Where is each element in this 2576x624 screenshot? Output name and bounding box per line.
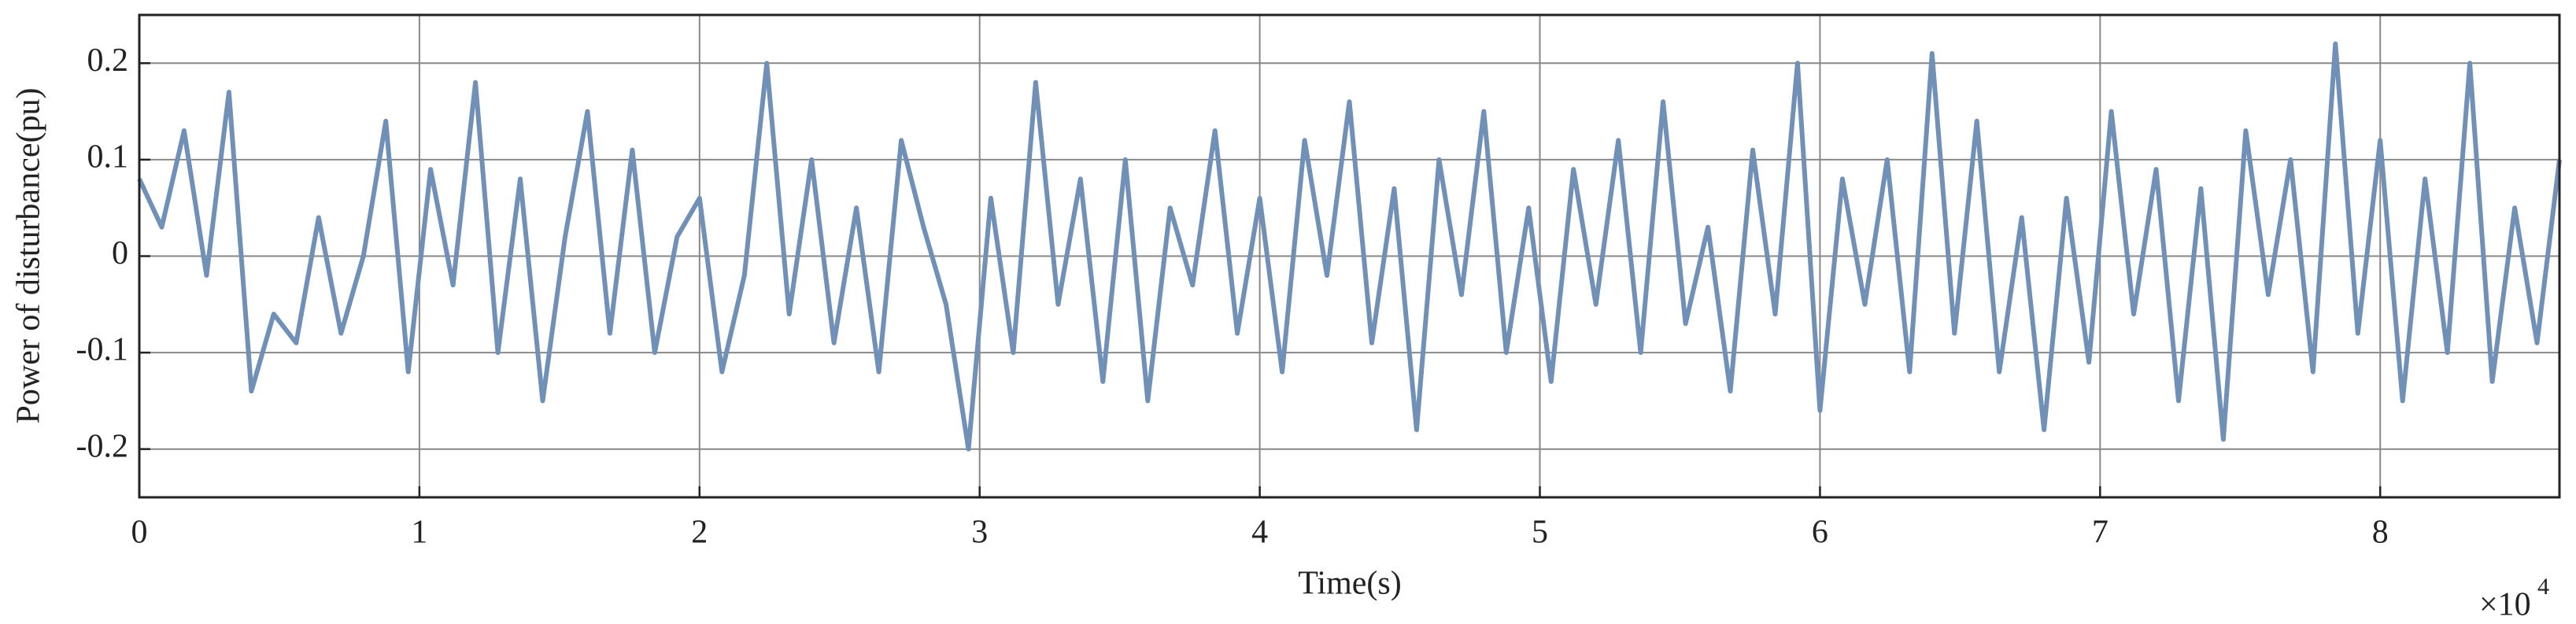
x-tick-label: 8	[2372, 515, 2389, 551]
y-tick-label: 0	[112, 235, 128, 271]
x-tick-label: 3	[971, 515, 988, 551]
y-tick-label: -0.2	[76, 428, 129, 464]
x-tick-label: 1	[411, 515, 427, 551]
x-exponent: 4	[2537, 574, 2549, 600]
y-tick-label: -0.1	[76, 332, 129, 368]
y-axis-label: Power of disturbance(pu)	[11, 88, 47, 424]
y-tick-label: 0.2	[87, 42, 129, 79]
x-tick-label: 6	[1812, 515, 1828, 551]
x-tick-label: 5	[1532, 515, 1548, 551]
x-tick-label: 7	[2092, 515, 2108, 551]
x-axis-label: Time(s)	[1298, 566, 1401, 602]
plot-frame	[138, 13, 2561, 499]
x-tick-label: 4	[1251, 515, 1268, 551]
data-line	[137, 41, 2562, 452]
y-tick-label: 0.1	[87, 139, 129, 175]
x-tick-label: 2	[691, 515, 708, 551]
x-multiplier: ×10	[2479, 587, 2531, 623]
x-tick-label: 0	[131, 515, 148, 551]
